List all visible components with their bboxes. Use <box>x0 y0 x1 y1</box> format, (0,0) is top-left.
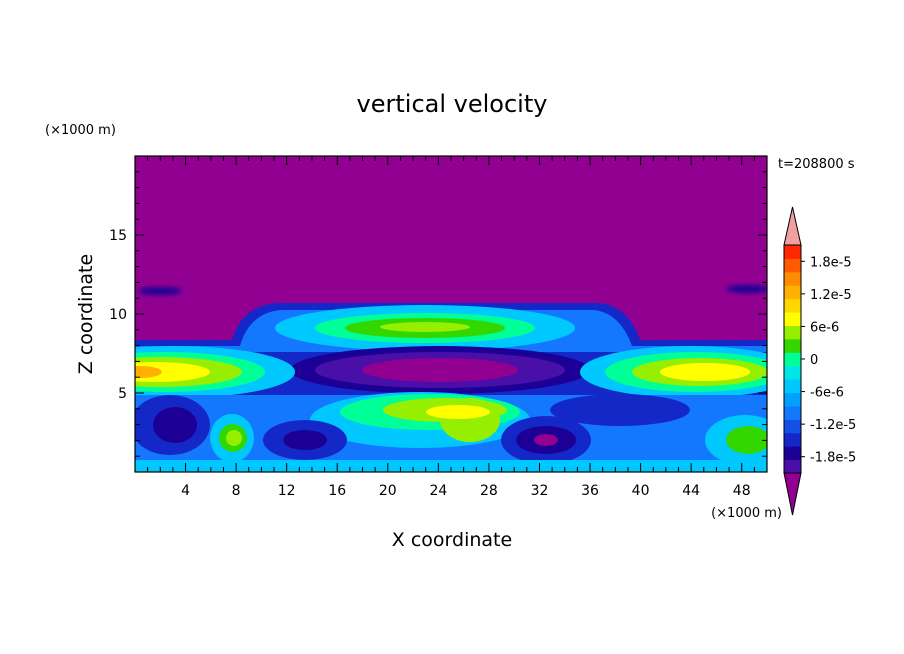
y-axis: 5 10 15 <box>109 171 767 457</box>
contour-field <box>135 156 767 472</box>
colorbar-segment <box>784 338 801 353</box>
x-tick-label: 4 <box>181 483 190 499</box>
surface-layer <box>135 460 767 472</box>
colorbar-tick-label: -1.2e-5 <box>810 418 856 433</box>
colorbar-segment <box>784 271 801 286</box>
y-tick-label: 10 <box>109 307 127 323</box>
mid-downdraft-core <box>362 358 518 382</box>
colorbar-min-arrow <box>783 472 802 516</box>
low-cell-tail <box>440 398 500 442</box>
y-unit-label: (×1000 m) <box>45 123 116 138</box>
left-low-updraft-core <box>226 430 242 446</box>
right-low-downdraft <box>550 394 690 426</box>
colorbar-tick-label: 0 <box>810 353 818 368</box>
colorbar-segment <box>784 446 801 461</box>
x-tick-label: 20 <box>379 483 397 499</box>
low-downdraft-a-core <box>283 430 327 450</box>
x-unit-label: (×1000 m) <box>711 506 782 521</box>
colorbar-segment <box>784 285 801 300</box>
x-tick-label: 16 <box>328 483 346 499</box>
left-cell-peak <box>135 366 162 378</box>
x-tick-label: 48 <box>733 483 751 499</box>
time-label: t=208800 s <box>778 157 855 172</box>
colorbar-segment <box>784 352 801 367</box>
x-tick-label: 24 <box>429 483 447 499</box>
x-axis-label: X coordinate <box>392 529 512 551</box>
colorbar-segment <box>784 379 801 394</box>
colorbar-tick-label: 1.8e-5 <box>810 255 852 270</box>
y-axis-label: Z coordinate <box>75 254 97 374</box>
colorbar-tick-label: -1.8e-5 <box>810 451 856 466</box>
x-tick-label: 40 <box>632 483 650 499</box>
low-downdraft-b-core <box>534 434 558 446</box>
right-cell-core <box>660 363 750 381</box>
colorbar-segment <box>784 365 801 380</box>
upper-cell-peak <box>380 322 470 332</box>
chart-title: vertical velocity <box>357 90 548 118</box>
x-tick-label: 8 <box>232 483 241 499</box>
right-small-lobe <box>726 285 767 293</box>
left-small-lobe <box>138 287 182 295</box>
x-tick-label: 32 <box>531 483 549 499</box>
colorbar-segment <box>784 298 801 313</box>
colorbar-segment <box>784 325 801 340</box>
left-cell-core <box>135 362 210 382</box>
left-low-downdraft-core <box>153 407 197 443</box>
x-tick-label: 12 <box>278 483 296 499</box>
colorbar: 1.8e-5 1.2e-5 6e-6 0 -6e-6 -1.2e-5 -1.8e-5 <box>783 206 856 516</box>
right-low-updraft-core <box>726 426 767 454</box>
y-tick-label: 5 <box>118 386 127 402</box>
x-axis: 4 8 12 16 20 24 28 32 36 40 44 48 <box>147 156 755 499</box>
colorbar-segment <box>784 258 801 273</box>
x-tick-label: 28 <box>480 483 498 499</box>
x-tick-label: 36 <box>581 483 599 499</box>
colorbar-segment <box>784 392 801 407</box>
colorbar-segment <box>784 459 801 474</box>
y-tick-label: 15 <box>109 228 127 244</box>
colorbar-max-arrow <box>783 206 802 246</box>
x-tick-label: 44 <box>682 483 700 499</box>
colorbar-segment <box>784 405 801 420</box>
low-cell-core <box>426 405 490 419</box>
colorbar-tick-label: 6e-6 <box>810 320 839 335</box>
colorbar-segment <box>784 432 801 447</box>
colorbar-tick-label: -6e-6 <box>810 386 844 401</box>
colorbar-segment <box>784 245 801 259</box>
colorbar-segment <box>784 419 801 434</box>
colorbar-segment <box>784 312 801 326</box>
colorbar-tick-label: 1.2e-5 <box>810 288 852 303</box>
